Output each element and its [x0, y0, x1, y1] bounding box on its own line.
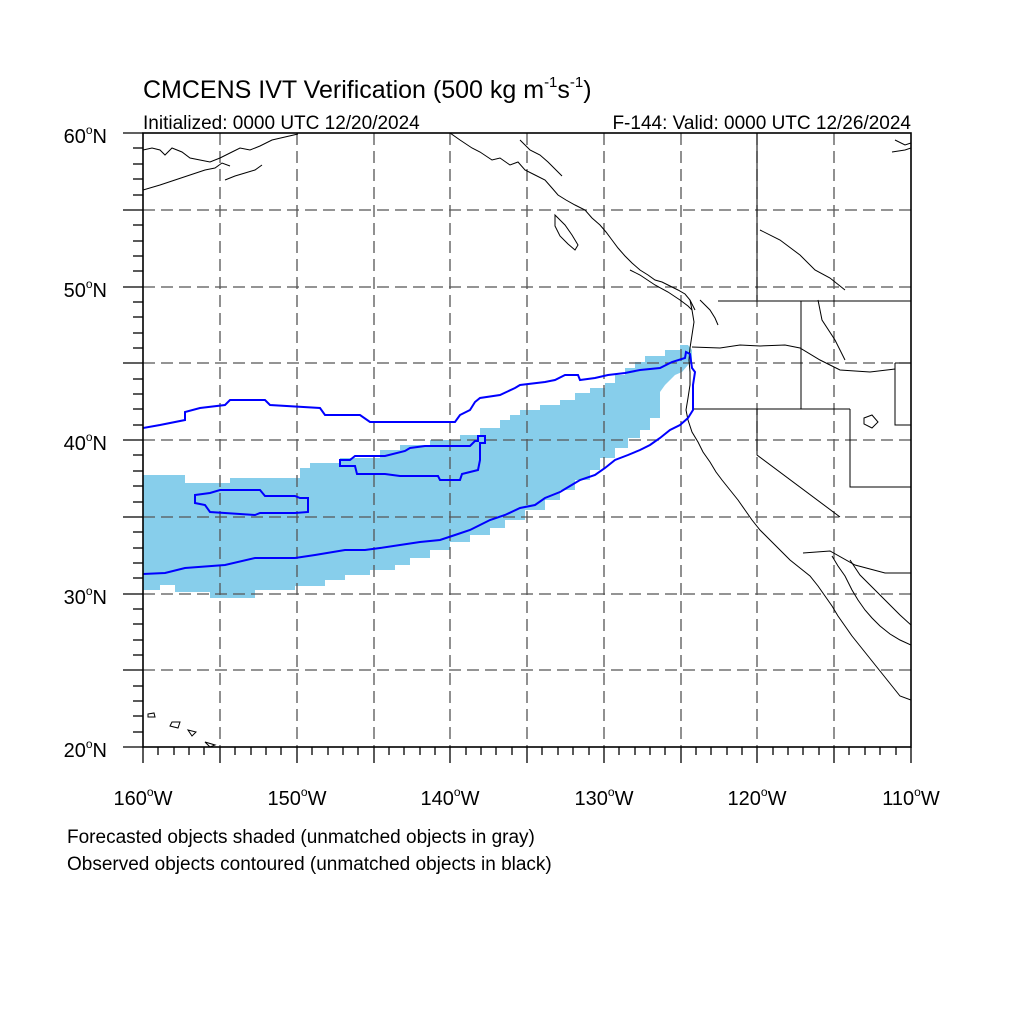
lat-degree-30: o: [86, 584, 93, 598]
lon-value-150: 150: [268, 788, 301, 810]
observed-object-west: [194, 489, 309, 517]
lat-suffix-30: N: [93, 587, 107, 609]
lon-label-160: 160oW: [114, 785, 173, 810]
map-area: [143, 133, 911, 747]
lon-label-140: 140oW: [421, 785, 480, 810]
initialized-label: Initialized: 0000 UTC 12/20/2024: [143, 113, 420, 134]
title-exponent-2: -1: [570, 74, 583, 91]
lat-suffix-50: N: [93, 280, 107, 302]
observed-object-central: [339, 435, 486, 481]
lon-degree-120: o: [761, 785, 768, 799]
lat-label-40: 40oN: [64, 430, 107, 455]
legend-forecast: Forecasted objects shaded (unmatched obj…: [67, 827, 535, 848]
lon-suffix-120: W: [768, 788, 787, 810]
lat-suffix-40: N: [93, 433, 107, 455]
valid-time-label: F-144: Valid: 0000 UTC 12/26/2024: [612, 113, 911, 134]
latitude-labels: 20oN 30oN 40oN 50oN 60oN: [64, 123, 107, 762]
lat-value-20: 20: [64, 740, 86, 762]
lon-degree-160: o: [147, 785, 154, 799]
lon-suffix-140: W: [461, 788, 480, 810]
tick-marks: [123, 132, 912, 763]
lon-label-150: 150oW: [268, 785, 327, 810]
lat-degree-20: o: [86, 737, 93, 751]
lat-degree-50: o: [86, 277, 93, 291]
legend-observed: Observed objects contoured (unmatched ob…: [67, 854, 552, 875]
lon-label-110: 110oW: [882, 785, 940, 810]
lat-suffix-60: N: [93, 126, 107, 148]
lon-suffix-160: W: [154, 788, 173, 810]
lat-label-30: 30oN: [64, 584, 107, 609]
lon-value-140: 140: [421, 788, 454, 810]
lat-value-40: 40: [64, 433, 86, 455]
lon-degree-110: o: [914, 785, 921, 799]
observed-ivt-contours: [143, 350, 697, 575]
lat-degree-60: o: [86, 123, 93, 137]
lon-value-160: 160: [114, 788, 147, 810]
title-exponent-1: -1: [544, 74, 557, 91]
lat-degree-40: o: [86, 430, 93, 444]
lat-label-50: 50oN: [64, 277, 107, 302]
lat-value-60: 60: [64, 126, 86, 148]
coastlines: [143, 133, 911, 747]
title-close: ): [583, 76, 591, 104]
lon-suffix-150: W: [308, 788, 327, 810]
lon-degree-130: o: [608, 785, 615, 799]
graticule: [143, 133, 911, 747]
forecast-ivt-object: [143, 345, 692, 598]
lat-value-50: 50: [64, 280, 86, 302]
lon-label-120: 120oW: [728, 785, 787, 810]
lat-label-60: 60oN: [64, 123, 107, 148]
lon-degree-150: o: [301, 785, 308, 799]
longitude-labels: 160oW 150oW 140oW 130oW 120oW 110oW: [114, 785, 940, 810]
lon-value-110: 110: [882, 788, 914, 810]
lat-label-20: 20oN: [64, 737, 107, 762]
lon-suffix-130: W: [615, 788, 634, 810]
figure-title: CMCENS IVT Verification (500 kg m-1s-1): [143, 74, 592, 104]
lon-value-130: 130: [575, 788, 608, 810]
lon-label-130: 130oW: [575, 785, 634, 810]
lon-suffix-110: W: [921, 788, 940, 810]
lat-value-30: 30: [64, 587, 86, 609]
title-main: CMCENS IVT Verification (500 kg m: [143, 76, 544, 104]
observed-object-main: [143, 350, 697, 575]
title-mid: s: [557, 76, 570, 104]
lon-value-120: 120: [728, 788, 761, 810]
lat-suffix-20: N: [93, 740, 107, 762]
lon-degree-140: o: [454, 785, 461, 799]
